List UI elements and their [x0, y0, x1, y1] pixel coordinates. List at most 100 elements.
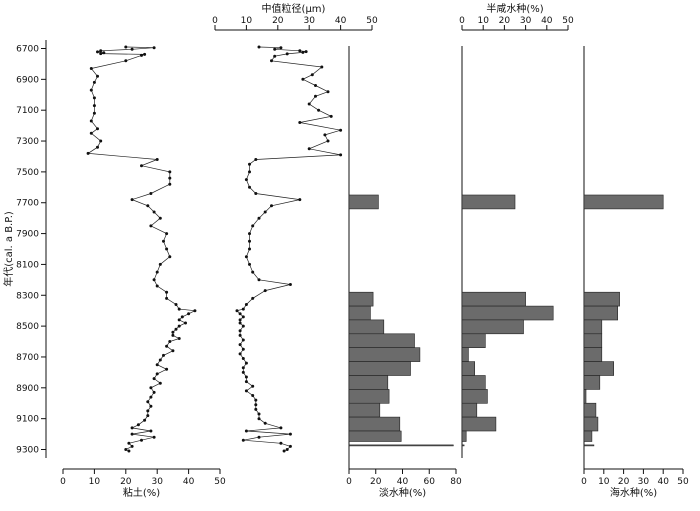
median-data-point [339, 128, 343, 132]
y-tick-label: 9100 [16, 415, 39, 425]
clay-data-point [168, 255, 172, 259]
clay-data-point [152, 46, 156, 50]
clay-x-tick-label: 0 [60, 477, 66, 487]
median-data-point [254, 192, 258, 195]
freshwater-bar [348, 305, 371, 321]
freshwater-bar [348, 194, 379, 210]
brackish-x-tick-label: 20 [499, 16, 511, 26]
median-data-point [248, 185, 251, 189]
median-data-point [251, 394, 255, 397]
median-data-point [307, 102, 311, 106]
clay-data-point [158, 216, 162, 220]
marine-bar [583, 194, 664, 210]
clay-data-point [89, 67, 93, 70]
clay-x-tick-label: 40 [183, 477, 195, 487]
median-data-point [288, 432, 292, 436]
clay-data-point [155, 158, 159, 161]
clay-data-point [99, 52, 103, 56]
median-data-point [307, 147, 311, 151]
median-data-point [251, 296, 255, 300]
marine-x-tick-label: 30 [638, 477, 650, 487]
median-data-point [329, 114, 333, 118]
clay-data-point [155, 270, 159, 274]
median-data-point [314, 84, 317, 87]
brackish-x-tick-label: 0 [459, 16, 465, 26]
y-tick-label: 8900 [16, 384, 39, 394]
clay-data-point [187, 312, 191, 316]
median-data-point [241, 307, 245, 311]
brackish-bar [461, 430, 467, 442]
clay-data-point [180, 315, 184, 319]
median-data-point [257, 278, 261, 282]
median-data-point [241, 324, 245, 328]
clay-data-point [96, 50, 99, 54]
median-data-point [323, 133, 327, 137]
median-data-point [244, 303, 248, 306]
clay-data-point [92, 111, 96, 115]
freshwater-bar [348, 402, 381, 418]
clay-data-point [165, 367, 169, 371]
freshwater-x-tick-label: 60 [424, 477, 436, 487]
median-data-point [235, 309, 239, 313]
clay-data-point [168, 182, 172, 186]
median-data-point [244, 375, 248, 379]
clay-data-point [193, 309, 197, 313]
freshwater-bar [348, 389, 390, 404]
clay-data-point [149, 395, 153, 399]
clay-data-point [165, 290, 169, 294]
clay-data-point [158, 262, 162, 266]
clay-data-point [92, 104, 96, 108]
clay-data-point [124, 59, 128, 63]
median-data-point [241, 370, 245, 374]
clay-data-point [149, 224, 153, 228]
freshwater-bar [348, 361, 411, 376]
median-data-point [304, 50, 308, 54]
marine-bar [583, 333, 603, 348]
clay-data-point [136, 423, 140, 427]
clay-data-point [168, 176, 172, 180]
clay-data-point [171, 333, 175, 337]
brackish-bar [461, 319, 524, 335]
y-tick-label: 9300 [16, 446, 39, 456]
median-data-point [254, 398, 258, 402]
median-series-line [236, 46, 341, 452]
clay-data-point [86, 151, 90, 155]
median-data-point [238, 343, 242, 347]
median-data-point [241, 338, 245, 342]
brackish-x-tick-label: 30 [520, 16, 532, 26]
median-x-axis-title: 中值粒径(μm) [262, 2, 326, 15]
median-data-point [257, 45, 261, 49]
clay-data-point [162, 353, 165, 357]
y-tick-label: 7700 [16, 199, 39, 209]
clay-x-tick-label: 20 [120, 477, 132, 487]
median-data-point [263, 210, 267, 214]
brackish-bar [461, 375, 486, 390]
clay-data-point [130, 47, 134, 51]
brackish-bar [461, 291, 526, 307]
marine-bar [583, 347, 603, 362]
median-data-point [257, 216, 261, 220]
clay-data-point [130, 444, 134, 448]
brackish-bar [461, 361, 475, 376]
median-data-point [270, 59, 273, 63]
median-data-point [273, 47, 277, 51]
y-tick-label: 6700 [16, 45, 39, 55]
y-tick-label: 8700 [16, 353, 39, 363]
median-data-point [254, 403, 258, 407]
clay-data-point [92, 96, 96, 100]
median-data-point [241, 438, 245, 442]
median-data-point [326, 139, 330, 143]
median-x-tick-label: 10 [241, 16, 253, 26]
clay-data-point [127, 441, 131, 445]
marine-x-axis-title: 海水种(%) [610, 486, 657, 499]
marine-bar [583, 361, 615, 376]
median-data-point [288, 283, 292, 286]
clay-data-point [130, 432, 134, 436]
brackish-bar [461, 305, 554, 321]
brackish-x-tick-label: 40 [541, 16, 553, 26]
median-data-point [238, 312, 242, 316]
median-data-point [244, 255, 248, 259]
median-data-point [279, 426, 283, 430]
clay-x-axis-title: 粘土(%) [123, 486, 160, 499]
